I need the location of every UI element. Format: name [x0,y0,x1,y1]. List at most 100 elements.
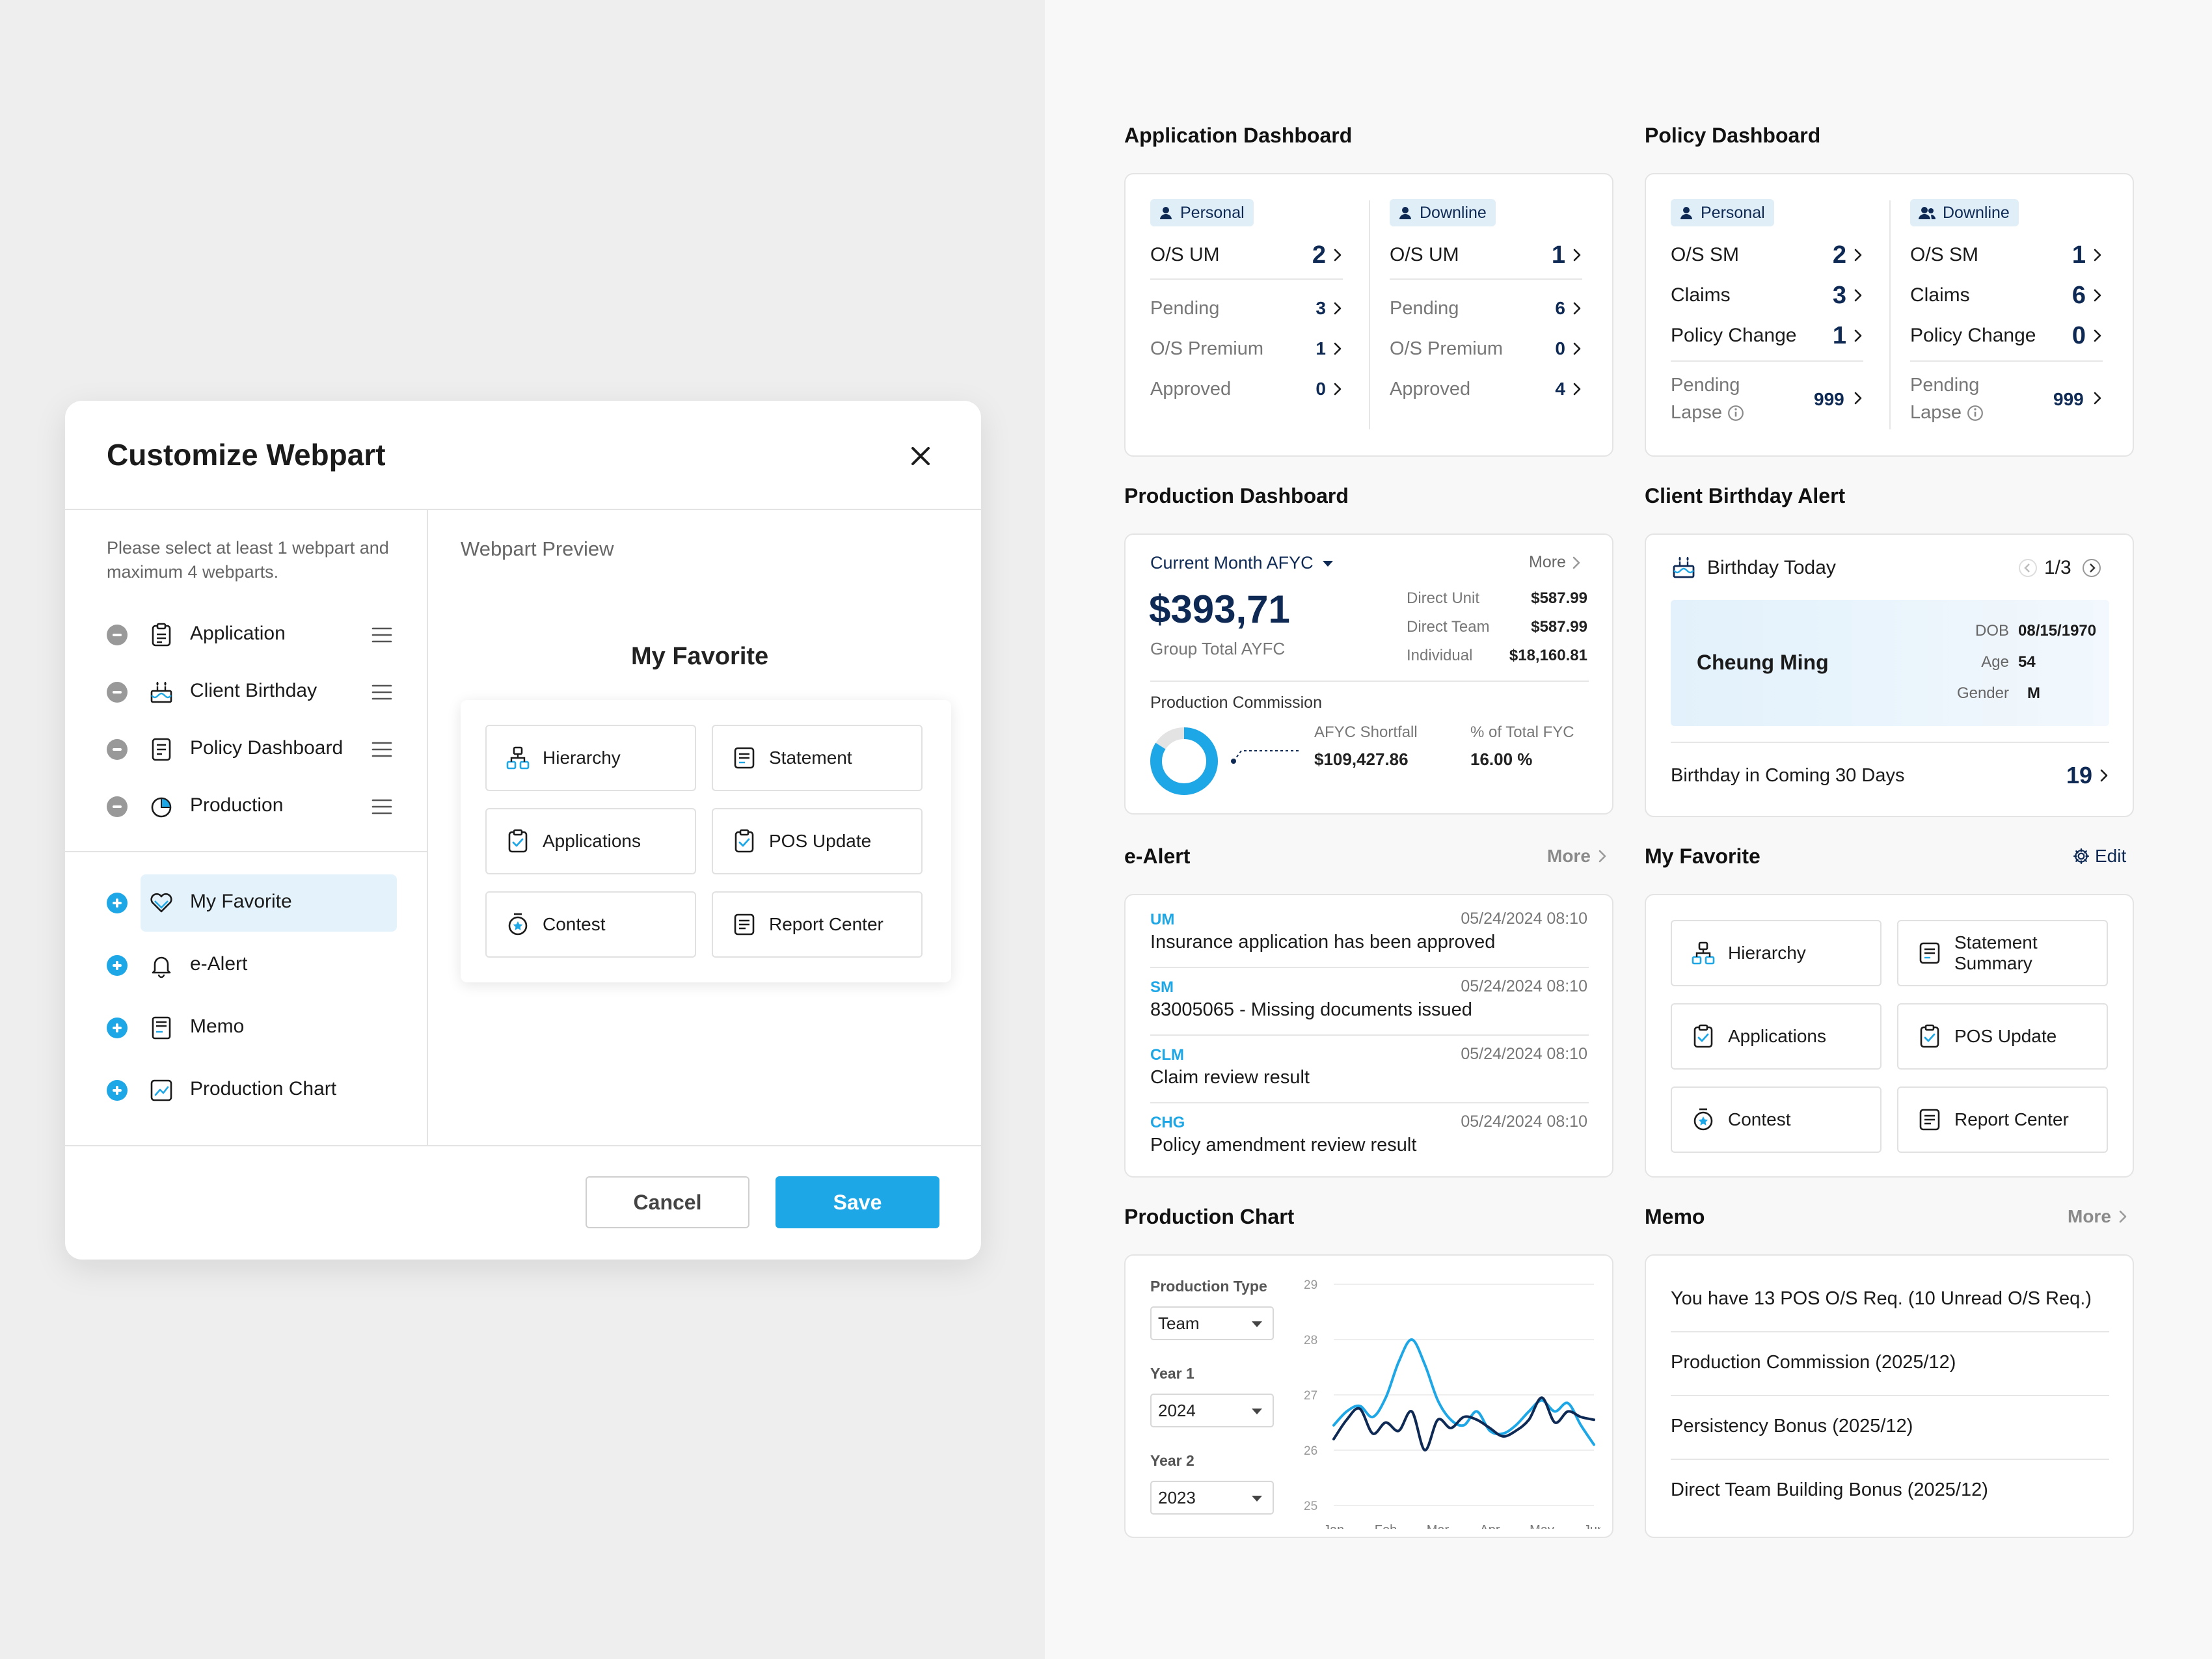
remove-icon[interactable] [107,625,128,645]
favorite-statement-summary[interactable]: Statement Summary [1897,920,2108,986]
favorite-pos-update[interactable]: POS Update [1897,1003,2108,1070]
memo-card: You have 13 POS O/S Req. (10 Unread O/S … [1645,1254,2134,1538]
info-icon[interactable] [1727,405,1744,422]
direct-unit-value: $587.99 [1531,589,1587,607]
pending-row[interactable]: Pending 3 [1150,295,1343,321]
row-label-text: Lapse [1910,402,1962,423]
drag-handle-icon[interactable] [371,625,393,645]
selected-webpart-application[interactable]: Application [107,615,399,654]
alert-item[interactable]: CLM 05/24/2024 08:10 Claim review result [1126,1042,1615,1107]
pending-row[interactable]: Pending 6 [1390,295,1582,321]
application-dashboard-card: Personal O/S UM 2 Pending 3 O/S Premium … [1124,173,1613,457]
approved-row[interactable]: Approved 4 [1390,376,1582,402]
pending-lapse-row[interactable]: Pending Lapse 999 [1671,375,1863,427]
clipboard-check-icon [731,828,757,854]
modal-column-divider [427,510,428,1145]
chevron-right-icon [1853,247,1863,263]
coming-birthdays-row[interactable]: Birthday in Coming 30 Days 19 [1671,762,2109,789]
selected-webpart-client-birthday[interactable]: Client Birthday [107,673,399,712]
policy-change-row[interactable]: Policy Change 1 [1671,322,1863,349]
birthday-client-panel[interactable]: Cheung Ming DOB 08/15/1970 Age 54 Gender… [1671,600,2109,726]
approved-row[interactable]: Approved 0 [1150,376,1343,402]
os-sm-row[interactable]: O/S SM 2 [1671,241,1863,269]
favorite-report-center[interactable]: Report Center [1897,1086,2108,1153]
remove-icon[interactable] [107,739,128,760]
drag-handle-icon[interactable] [371,682,393,703]
os-premium-row[interactable]: O/S Premium 1 [1150,336,1343,362]
tile-label-line1: Statement [1954,932,2038,952]
period-dropdown[interactable]: Current Month AFYC [1150,553,1334,573]
direct-unit-label: Direct Unit [1407,589,1480,607]
birthday-pager: 1/3 [2044,557,2071,578]
add-icon[interactable] [107,955,128,976]
alert-code: SM [1150,978,1174,996]
available-webpart-my-favorite[interactable]: My Favorite [107,883,399,923]
drag-handle-icon[interactable] [371,739,393,760]
remove-icon[interactable] [107,796,128,817]
os-um-row[interactable]: O/S UM 2 [1150,241,1343,269]
production-type-select[interactable]: Team [1150,1306,1274,1340]
memo-more-link[interactable]: More [2068,1206,2128,1227]
group-total-caption: Group Total AYFC [1150,639,1286,658]
dob-label: DOB [1975,622,2009,640]
pending-lapse-row[interactable]: Pending Lapse 999 [1910,375,2103,427]
memo-item[interactable]: Direct Team Building Bonus (2025/12) [1671,1479,1988,1500]
previous-icon[interactable] [2018,558,2038,578]
chevron-right-icon [2092,288,2103,303]
info-icon[interactable] [1967,405,1984,422]
row-label: Approved [1150,378,1232,399]
alert-time: 05/24/2024 08:10 [1461,977,1587,995]
favorite-hierarchy[interactable]: Hierarchy [1671,920,1882,986]
tile-label: POS Update [1954,1026,2057,1046]
available-webpart-e-alert[interactable]: e-Alert [107,946,399,985]
e-alert-more-link[interactable]: More [1547,846,1608,867]
shortfall-label: AFYC Shortfall [1314,723,1418,741]
selected-webpart-production[interactable]: Production [107,787,399,826]
cancel-button[interactable]: Cancel [586,1176,749,1228]
memo-item[interactable]: Persistency Bonus (2025/12) [1671,1416,1913,1436]
os-um-row[interactable]: O/S UM 1 [1390,241,1582,269]
selected-webpart-policy-dashboard[interactable]: Policy Dashboard [107,730,399,769]
tile-label: Contest [543,914,606,934]
edit-favorite-link[interactable]: Edit [2073,846,2126,867]
alert-item[interactable]: CHG 05/24/2024 08:10 Policy amendment re… [1126,1110,1615,1175]
row-label: Pending [1390,297,1459,319]
gender-value: M [2027,684,2040,702]
favorite-contest[interactable]: Contest [1671,1086,1882,1153]
close-icon[interactable] [904,440,937,472]
policy-change-row[interactable]: Policy Change 0 [1910,322,2103,349]
os-premium-row[interactable]: O/S Premium 0 [1390,336,1582,362]
year2-select[interactable]: 2023 [1150,1481,1274,1515]
add-icon[interactable] [107,893,128,913]
webpart-label: Production Chart [190,1078,337,1099]
person-icon [1397,205,1413,221]
os-sm-row[interactable]: O/S SM 1 [1910,241,2103,269]
claims-row[interactable]: Claims 6 [1910,282,2103,309]
series-line-1 [1332,1338,1595,1446]
alert-item[interactable]: SM 05/24/2024 08:10 83005065 - Missing d… [1126,975,1615,1040]
add-icon[interactable] [107,1080,128,1101]
available-webpart-memo[interactable]: Memo [107,1008,399,1047]
remove-icon[interactable] [107,682,128,703]
alert-item[interactable]: UM 05/24/2024 08:10 Insurance applicatio… [1126,907,1615,972]
clipboard-check-icon [1917,1023,1943,1049]
year1-select[interactable]: 2024 [1150,1394,1274,1427]
gender-label: Gender [1956,684,2009,702]
claims-row[interactable]: Claims 3 [1671,282,1863,309]
save-button[interactable]: Save [776,1176,939,1228]
memo-item[interactable]: You have 13 POS O/S Req. (10 Unread O/S … [1671,1288,2092,1309]
favorite-applications[interactable]: Applications [1671,1003,1882,1070]
birthday-cake-icon [1671,554,1697,580]
drag-handle-icon[interactable] [371,796,393,817]
available-webpart-production-chart[interactable]: Production Chart [107,1071,399,1110]
add-icon[interactable] [107,1018,128,1038]
preview-tile-statement: Statement [712,725,923,791]
personal-chip: Personal [1671,199,1774,226]
memo-item[interactable]: Production Commission (2025/12) [1671,1352,1956,1373]
my-favorite-title: My Favorite [1645,844,1760,868]
person-icon [1679,205,1694,221]
production-more-link[interactable]: More [1529,553,1582,572]
next-icon[interactable] [2082,558,2101,578]
row-label: Pending [1150,297,1220,319]
row-value: 1 [2071,241,2086,269]
